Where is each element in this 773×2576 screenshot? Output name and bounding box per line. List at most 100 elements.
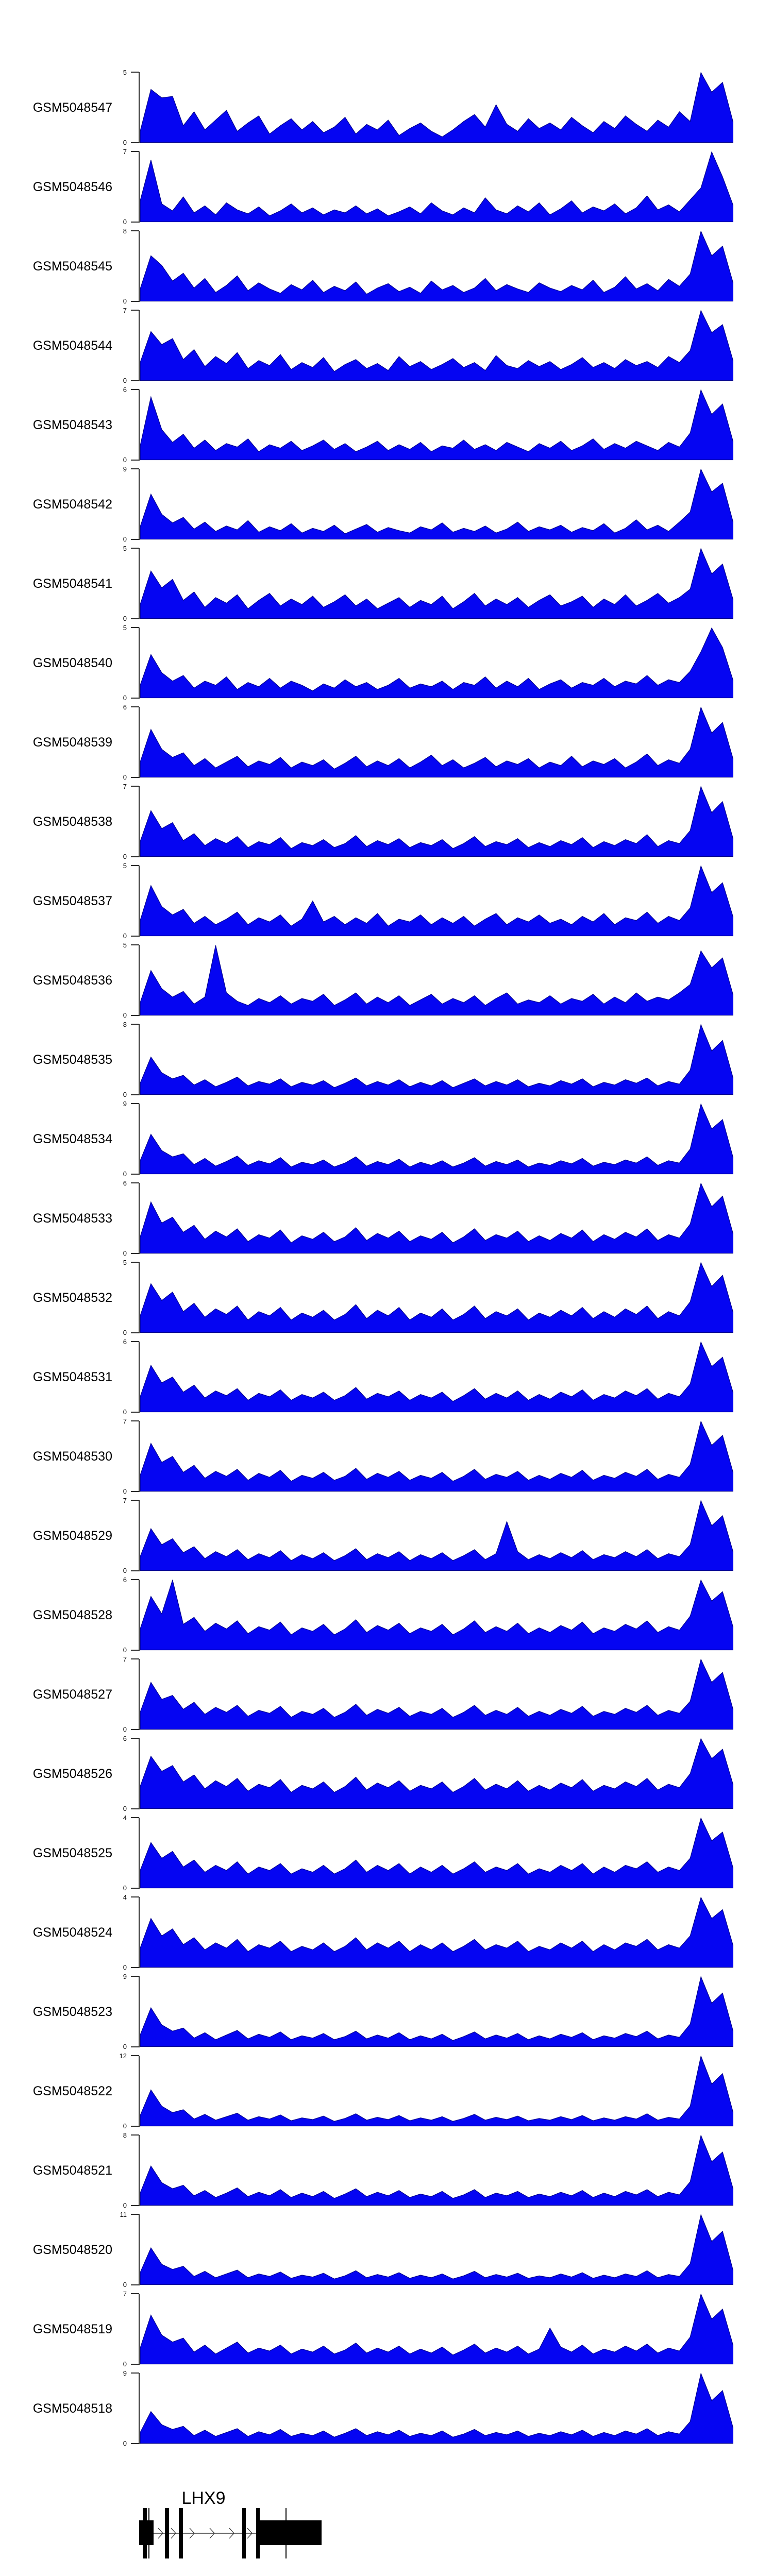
y-axis-bottom-tick [131, 1888, 139, 1889]
coverage-polygon [140, 1738, 733, 1809]
exon-bar [165, 2508, 169, 2558]
y-axis-max-label: 5 [123, 862, 127, 870]
coverage-area [140, 1183, 733, 1254]
track-label: GSM5048545 [32, 259, 112, 274]
coverage-area [140, 310, 733, 381]
y-axis-bottom-tick [131, 1570, 139, 1571]
y-axis-max-label: 5 [123, 545, 127, 552]
y-axis-line [139, 1738, 140, 1809]
coverage-polygon [140, 866, 733, 937]
coverage-polygon [140, 707, 733, 778]
y-axis-max-label: 8 [123, 1021, 127, 1028]
y-axis-zero-label: 0 [123, 139, 127, 146]
y-axis-zero-label: 0 [123, 535, 127, 543]
track-label: GSM5048535 [32, 1052, 112, 1067]
coverage-area [140, 945, 733, 1016]
y-axis-top-tick [131, 389, 139, 390]
y-axis-zero-label: 0 [123, 1963, 127, 1971]
y-axis-line [139, 2135, 140, 2206]
y-axis-top-tick [131, 944, 139, 945]
exon-box [139, 2520, 154, 2545]
y-axis-zero-label: 0 [123, 1567, 127, 1574]
coverage-area [140, 1421, 733, 1492]
exon-box [258, 2520, 322, 2545]
y-axis-max-label: 7 [123, 1417, 127, 1425]
coverage-polygon [140, 2056, 733, 2127]
y-axis-zero-label: 0 [123, 297, 127, 305]
track-label: GSM5048518 [32, 2401, 112, 2416]
y-axis-max-label: 7 [123, 1655, 127, 1663]
track-label: GSM5048530 [32, 1449, 112, 1464]
coverage-area [140, 231, 733, 302]
strand-arrow-icon [229, 2528, 234, 2539]
y-axis-zero-label: 0 [123, 2043, 127, 2050]
y-axis-bottom-tick [131, 698, 139, 699]
y-axis-line [139, 72, 140, 143]
y-axis-line [139, 469, 140, 540]
y-axis-bottom-tick [131, 2126, 139, 2127]
y-axis-top-tick [131, 706, 139, 707]
y-axis-max-label: 6 [123, 1576, 127, 1584]
y-axis-top-tick [131, 1024, 139, 1025]
coverage-area [140, 1659, 733, 1730]
y-axis-line [139, 707, 140, 778]
y-axis-top-tick [131, 1182, 139, 1183]
track-label: GSM5048544 [32, 338, 112, 353]
coverage-polygon [140, 2294, 733, 2365]
coverage-area [140, 548, 733, 619]
y-axis-zero-label: 0 [123, 853, 127, 860]
gene-name-label: LHX9 [181, 2488, 226, 2508]
coverage-polygon [140, 1262, 733, 1333]
coverage-polygon [140, 1818, 733, 1889]
track-label: GSM5048542 [32, 497, 112, 512]
y-axis-zero-label: 0 [123, 1487, 127, 1495]
coverage-polygon [140, 786, 733, 857]
y-axis-zero-label: 0 [123, 615, 127, 622]
y-axis-zero-label: 0 [123, 2201, 127, 2209]
y-axis-bottom-tick [131, 856, 139, 857]
track-label: GSM5048526 [32, 1766, 112, 1781]
y-axis-max-label: 9 [123, 1973, 127, 1980]
y-axis-max-label: 5 [123, 624, 127, 632]
y-axis-zero-label: 0 [123, 694, 127, 702]
y-axis-bottom-tick [131, 380, 139, 381]
y-axis-bottom-tick [131, 142, 139, 143]
y-axis-max-label: 6 [123, 386, 127, 394]
track-label: GSM5048534 [32, 1131, 112, 1146]
y-axis-zero-label: 0 [123, 218, 127, 226]
y-axis-zero-label: 0 [123, 1646, 127, 1654]
track-label: GSM5048539 [32, 735, 112, 750]
y-axis-max-label: 6 [123, 703, 127, 711]
y-axis-line [139, 1262, 140, 1333]
y-axis-line [139, 310, 140, 381]
y-axis-bottom-tick [131, 460, 139, 461]
y-axis-bottom-tick [131, 2046, 139, 2047]
y-axis-bottom-tick [131, 2364, 139, 2365]
y-axis-zero-label: 0 [123, 1408, 127, 1416]
y-axis-top-tick [131, 1658, 139, 1659]
y-axis-top-tick [131, 1738, 139, 1739]
y-axis-max-label: 9 [123, 465, 127, 473]
coverage-area [140, 469, 733, 540]
y-axis-top-tick [131, 230, 139, 231]
coverage-polygon [140, 72, 733, 143]
y-axis-top-tick [131, 1341, 139, 1342]
coverage-area [140, 1976, 733, 2047]
y-axis-max-label: 4 [123, 1814, 127, 1822]
y-axis-line [139, 2214, 140, 2285]
y-axis-zero-label: 0 [123, 1091, 127, 1098]
coverage-area [140, 1104, 733, 1175]
y-axis-top-tick [131, 1420, 139, 1421]
track-label: GSM5048533 [32, 1211, 112, 1226]
y-axis-zero-label: 0 [123, 1170, 127, 1178]
track-label: GSM5048531 [32, 1369, 112, 1384]
coverage-polygon [140, 1183, 733, 1254]
y-axis-line [139, 1104, 140, 1175]
y-axis-max-label: 7 [123, 783, 127, 790]
coverage-polygon [140, 1659, 733, 1730]
coverage-polygon [140, 1500, 733, 1571]
y-axis-line [139, 1024, 140, 1095]
gene-model-svg [139, 2508, 322, 2558]
coverage-polygon [140, 2135, 733, 2206]
